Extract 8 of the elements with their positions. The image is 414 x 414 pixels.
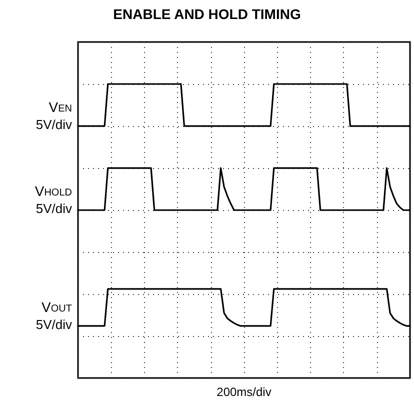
text: 5V/div xyxy=(36,201,72,216)
chart-title: ENABLE AND HOLD TIMING xyxy=(113,6,301,22)
series-label: VHOLD xyxy=(34,183,72,200)
x-axis-title: 200ms/div xyxy=(216,385,272,399)
series-label: VOUT xyxy=(42,298,72,315)
series-label: VEN xyxy=(48,99,72,116)
text: 5V/div xyxy=(36,117,72,132)
text: 5V/div xyxy=(36,316,72,332)
